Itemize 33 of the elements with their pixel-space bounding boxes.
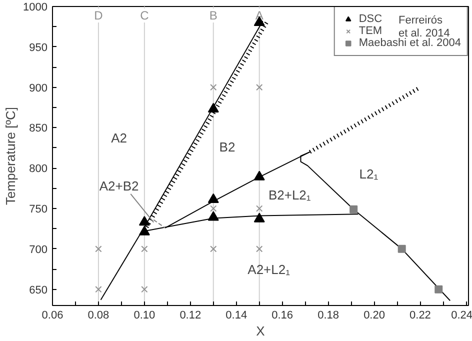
y-tick-label: 750	[29, 204, 48, 216]
x-tick-label: 0.10	[134, 310, 156, 322]
legend-label: Maebashi et al. 2004	[358, 37, 461, 49]
ref-line-label: D	[94, 8, 104, 22]
ref-line-label: C	[140, 8, 150, 22]
ref-line-label: B	[209, 8, 218, 22]
y-tick-label: 1000	[23, 2, 48, 14]
annotation: A2+B2	[99, 178, 139, 194]
annotation: B2	[219, 140, 236, 155]
x-tick-label: 0.20	[364, 310, 385, 322]
x-tick-label: 0.22	[410, 310, 431, 322]
y-axis-title: Temperature [ºC]	[3, 107, 18, 205]
y-tick-label: 650	[29, 284, 48, 296]
legend-label: DSC	[358, 13, 382, 25]
legend-label: TEM	[358, 25, 382, 37]
annotation: A2+L2₁	[248, 262, 291, 278]
ref-line-label: A	[255, 8, 264, 22]
y-tick-label: 800	[29, 163, 48, 176]
y-tick-label: 950	[29, 42, 48, 54]
y-tick-label: 700	[29, 244, 48, 256]
x-tick-label: 0.18	[318, 310, 340, 322]
y-tick-label: 850	[29, 122, 48, 135]
x-tick-label: 0.24	[451, 310, 472, 322]
y-tick-label: 900	[29, 82, 48, 94]
x-tick-label: 0.06	[42, 310, 64, 322]
x-tick-label: 0.12	[180, 310, 202, 322]
annotation: B2+L2₁	[268, 187, 312, 202]
annotation: L2₁	[359, 166, 379, 182]
x-tick-label: 0.16	[272, 310, 294, 322]
x-tick-label: 0.08	[88, 310, 110, 322]
annotation: A2	[111, 130, 128, 146]
x-tick-label: 0.14	[226, 310, 248, 322]
x-axis-title: X	[256, 324, 266, 338]
